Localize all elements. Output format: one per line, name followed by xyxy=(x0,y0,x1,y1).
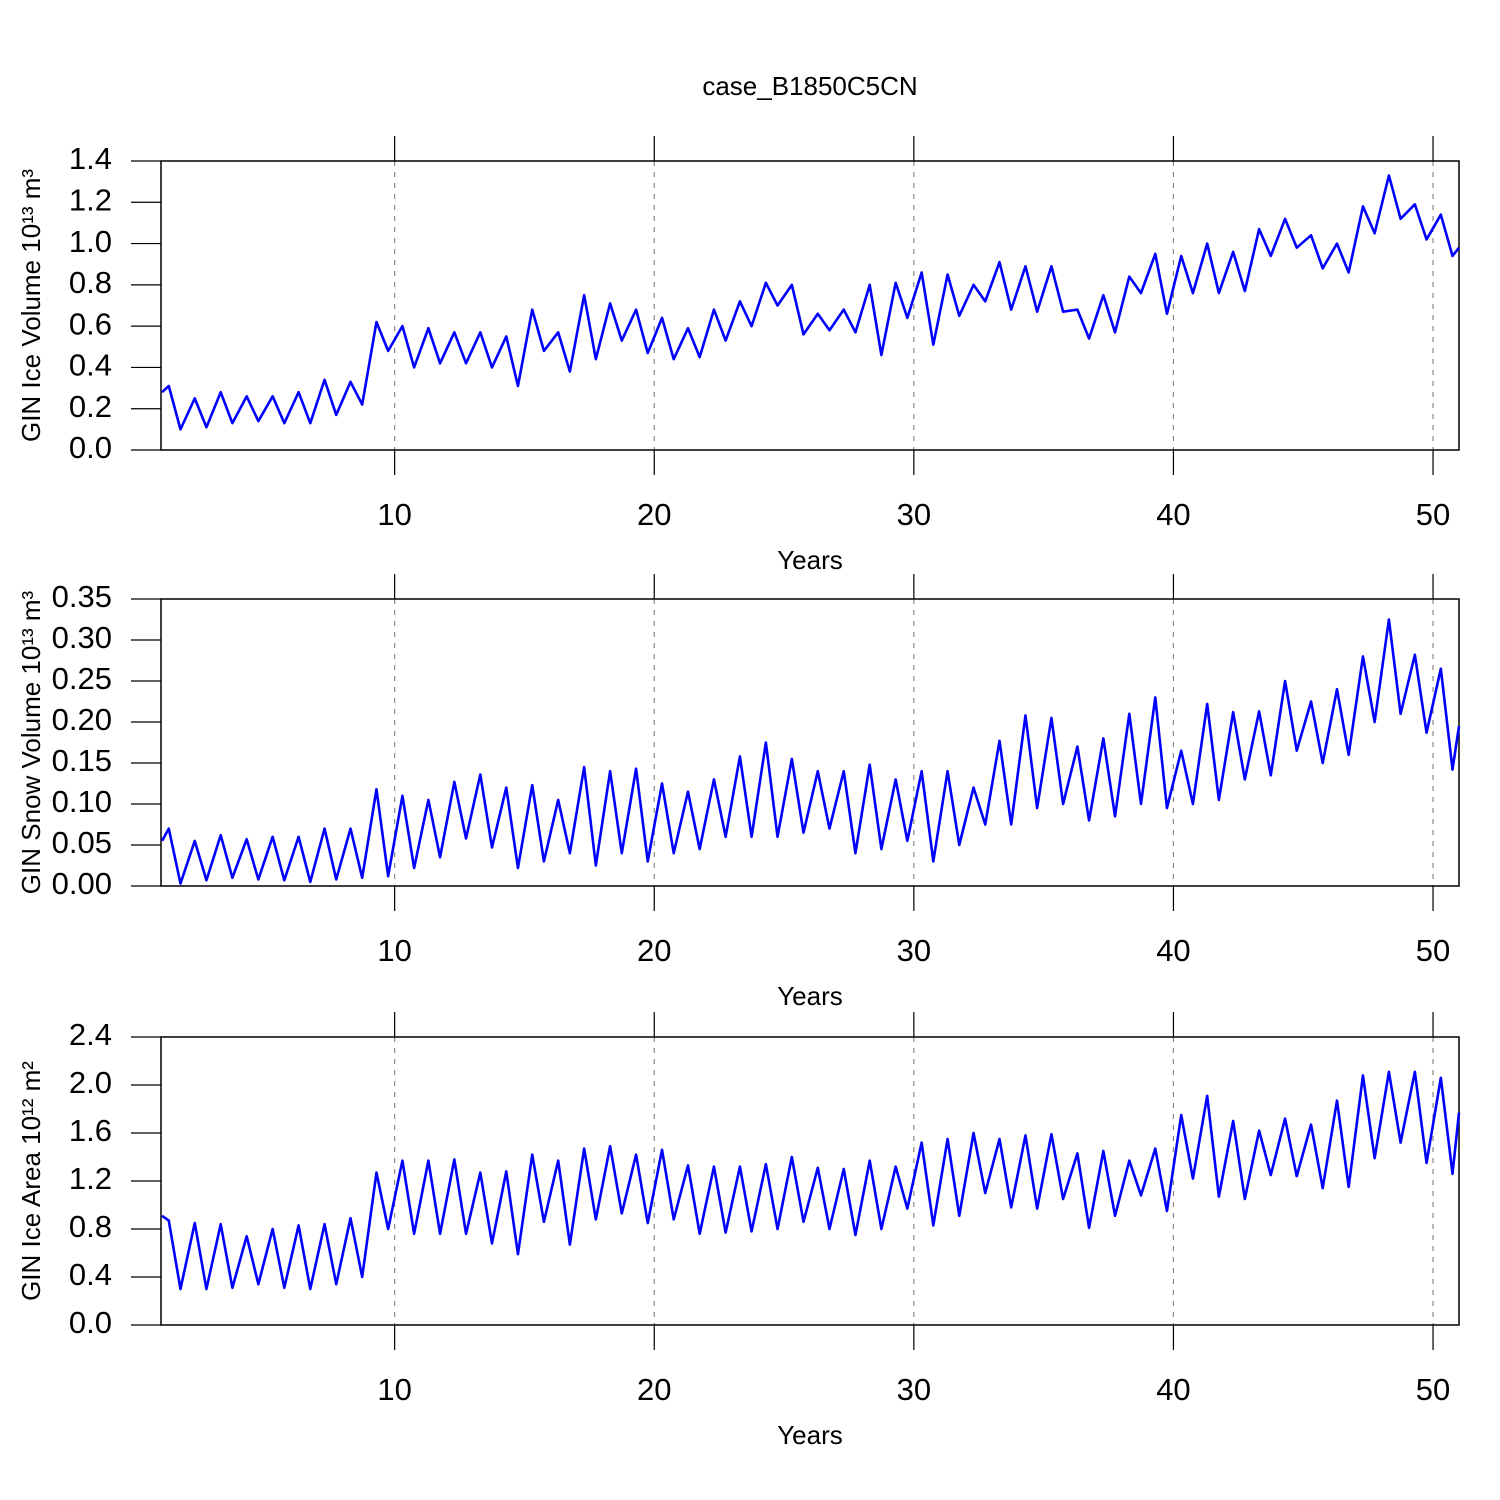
x-tick-label: 20 xyxy=(637,1372,671,1407)
y-tick-label: 0.4 xyxy=(69,348,112,383)
plot-frame xyxy=(160,1036,1460,1326)
y-tick-label: 0.35 xyxy=(52,579,112,614)
x-tick-label: 30 xyxy=(897,497,931,532)
plot-frame xyxy=(160,598,1460,887)
y-tick-label: 0.2 xyxy=(69,389,112,424)
y-tick-label: 0.8 xyxy=(69,265,112,300)
y-tick-label: 1.6 xyxy=(69,1113,112,1148)
y-tick-label: 0.00 xyxy=(52,866,112,901)
y-tick-label: 1.4 xyxy=(69,141,112,176)
y-tick-label: 0.10 xyxy=(52,784,112,819)
x-tick-label: 10 xyxy=(377,1372,411,1407)
y-tick-label: 0.4 xyxy=(69,1257,112,1292)
x-axis-label: Years xyxy=(777,1420,843,1450)
x-tick-label: 50 xyxy=(1416,1372,1450,1407)
y-tick-label: 0.8 xyxy=(69,1209,112,1244)
x-tick-label: 30 xyxy=(897,933,931,968)
data-line xyxy=(160,618,1461,885)
y-tick-label: 0.30 xyxy=(52,620,112,655)
x-tick-label: 40 xyxy=(1156,933,1190,968)
y-tick-label: 2.0 xyxy=(69,1065,112,1100)
y-axis-label: GIN Snow Volume 10¹³ m³ xyxy=(16,590,46,894)
y-tick-label: 1.2 xyxy=(69,182,112,217)
x-axis-label: Years xyxy=(777,545,843,575)
x-tick-label: 30 xyxy=(897,1372,931,1407)
data-line xyxy=(161,1070,1461,1291)
x-tick-label: 40 xyxy=(1156,497,1190,532)
y-tick-label: 1.2 xyxy=(69,1161,112,1196)
x-tick-label: 20 xyxy=(637,497,671,532)
y-tick-label: 0.05 xyxy=(52,825,112,860)
x-axis-label: Years xyxy=(777,981,843,1011)
x-tick-label: 10 xyxy=(377,497,411,532)
y-tick-label: 0.0 xyxy=(69,430,112,465)
y-tick-label: 1.0 xyxy=(69,224,112,259)
y-tick-label: 0.20 xyxy=(52,702,112,737)
x-tick-label: 50 xyxy=(1416,497,1450,532)
x-tick-label: 40 xyxy=(1156,1372,1190,1407)
y-axis-label: GIN Ice Area 10¹² m² xyxy=(16,1061,46,1301)
y-tick-label: 0.15 xyxy=(52,743,112,778)
y-tick-label: 0.0 xyxy=(69,1305,112,1340)
y-tick-label: 2.4 xyxy=(69,1017,112,1052)
x-tick-label: 10 xyxy=(377,933,411,968)
data-line xyxy=(161,174,1461,431)
x-tick-label: 20 xyxy=(637,933,671,968)
chart-title: case_B1850C5CN xyxy=(702,71,917,101)
y-axis-label: GIN Ice Volume 10¹³ m³ xyxy=(16,169,46,442)
y-tick-label: 0.6 xyxy=(69,306,112,341)
plot-frame xyxy=(160,160,1460,451)
y-tick-label: 0.25 xyxy=(52,661,112,696)
x-tick-label: 50 xyxy=(1416,933,1450,968)
